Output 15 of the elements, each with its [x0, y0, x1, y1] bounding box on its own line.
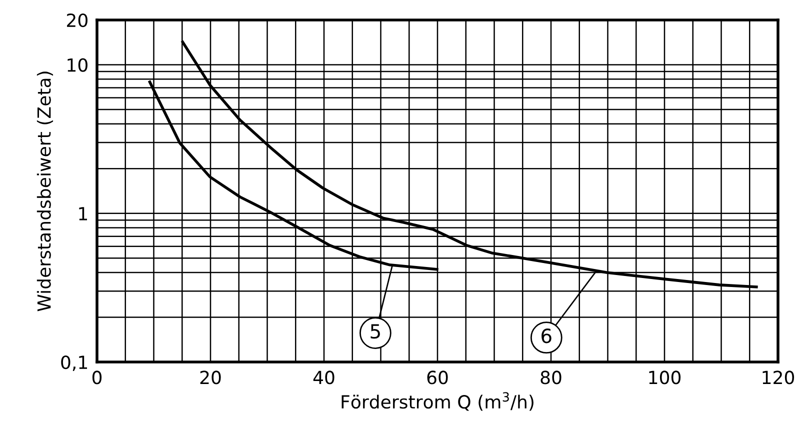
annotation: 5	[370, 324, 380, 339]
x-tick-label: 80	[540, 370, 562, 384]
x-tick-label: 60	[427, 370, 448, 384]
y-tick-label: 20	[67, 13, 88, 28]
y-tick-label: 0,1	[61, 355, 87, 371]
x-tick-label: 120	[762, 370, 794, 384]
y-tick-label: 1	[79, 207, 87, 220]
x-tick-label: 100	[649, 370, 681, 384]
x-tick-label: 40	[313, 370, 334, 384]
annotation: 6	[542, 328, 552, 344]
x-axis-title: Förderstrom Q (m$^{3}$/h)	[342, 392, 534, 411]
x-tick-label: 20	[200, 370, 221, 384]
x-tick-label: 0	[92, 370, 102, 384]
y-tick-label: 10	[68, 58, 88, 72]
y-axis-title: Widerstandsbeiwert (Zeta)	[36, 72, 54, 312]
